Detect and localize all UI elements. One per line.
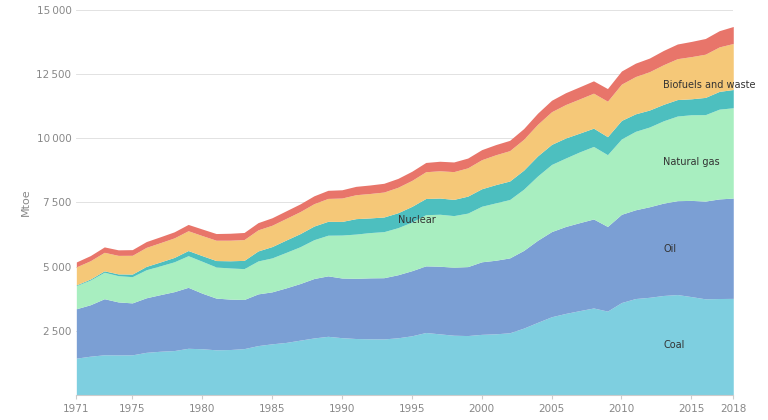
Text: Biofuels and waste: Biofuels and waste (664, 79, 756, 89)
Text: Nuclear: Nuclear (398, 215, 435, 225)
Text: Natural gas: Natural gas (664, 157, 720, 167)
Text: Coal: Coal (664, 341, 685, 350)
Y-axis label: Mtoe: Mtoe (21, 189, 31, 216)
Text: Oil: Oil (664, 244, 677, 254)
